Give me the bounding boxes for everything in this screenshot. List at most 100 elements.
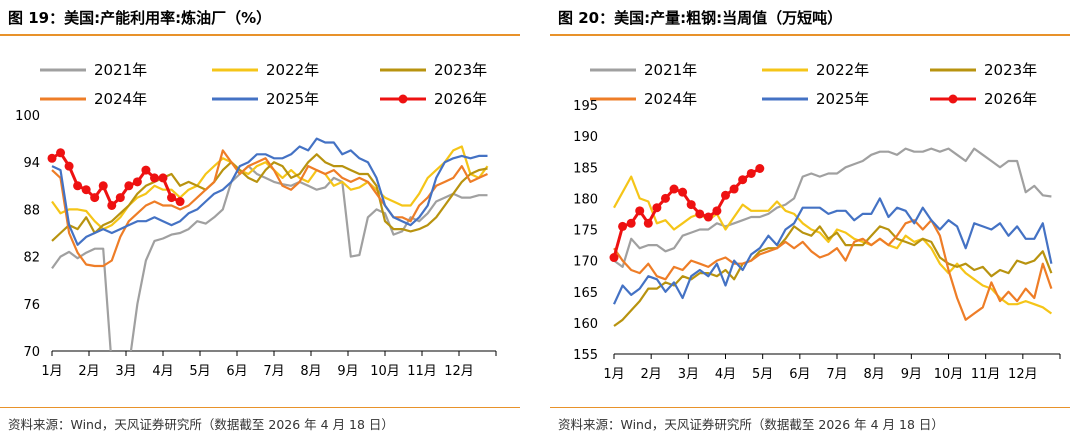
x-tick-label: 2月: [641, 367, 662, 382]
data-point: [609, 253, 619, 263]
x-tick-label: 11月: [971, 367, 1001, 382]
data-point: [721, 190, 730, 200]
data-point: [652, 203, 662, 213]
legend-entry: 2022年: [762, 61, 869, 79]
plot-area: [609, 147, 1053, 327]
data-point: [73, 181, 83, 191]
source-note: 资料来源：Wind，天风证券研究所（数据截至 2026 年 4 月 18 日）: [558, 417, 944, 432]
y-tick-label: 155: [573, 348, 598, 363]
legend-label: 2021年: [94, 61, 147, 79]
line-chart: 2021年 2022年 2023年 2024年 2025年 2026年 70 76 82 88 94…: [15, 61, 497, 379]
x-tick-label: 10月: [370, 364, 400, 379]
y-tick-label: 195: [573, 99, 598, 114]
data-point: [635, 206, 645, 216]
legend-entry: 2026年: [380, 90, 487, 108]
data-point: [98, 181, 108, 191]
data-point: [124, 181, 134, 191]
data-point: [618, 221, 628, 231]
legend-label: 2024年: [94, 90, 147, 108]
data-point: [56, 148, 66, 158]
legend-label: 2023年: [434, 61, 487, 79]
y-tick-label: 82: [23, 251, 40, 266]
y-tick-label: 170: [573, 255, 598, 270]
series-line: [51, 149, 488, 268]
legend-entry: 2025年: [762, 90, 869, 108]
data-point: [90, 193, 100, 203]
data-point: [115, 193, 125, 203]
legend-entry: 2026年: [930, 90, 1037, 108]
title-divider: [0, 34, 520, 36]
data-point: [678, 187, 688, 197]
legend-label: 2024年: [644, 90, 697, 108]
data-point: [746, 168, 756, 178]
legend-entry: 2025年: [212, 90, 319, 108]
x-tick-label: 9月: [901, 367, 922, 382]
figure-title: 图 19：美国:产能利用率:炼油厂（%）: [8, 9, 272, 27]
x-tick-label: 8月: [864, 367, 885, 382]
x-tick-label: 3月: [115, 364, 136, 379]
legend-marker: [398, 94, 408, 104]
legend-label: 2023年: [984, 61, 1037, 79]
legend-label: 2026年: [434, 90, 487, 108]
x-tick-label: 9月: [337, 364, 358, 379]
y-tick-label: 180: [573, 192, 598, 207]
legend-entry: 2024年: [40, 90, 147, 108]
data-point: [729, 184, 739, 194]
plot-area: [47, 137, 489, 351]
legend-entry: 2021年: [590, 61, 697, 79]
legend-marker: [948, 94, 958, 104]
series-line: [613, 197, 1053, 305]
x-tick-label: 5月: [189, 364, 210, 379]
series-line: [613, 147, 1052, 268]
data-point: [141, 165, 151, 175]
x-tick-label: 1月: [41, 364, 62, 379]
legend-label: 2021年: [644, 61, 697, 79]
chart-panel-left: 图 19：美国:产能利用率:炼油厂（%） 2021年 2022年 2023年 2024…: [0, 0, 530, 444]
data-point: [149, 173, 159, 183]
series-line: [51, 137, 488, 246]
data-point: [643, 218, 653, 228]
legend-label: 2025年: [816, 90, 869, 108]
line-chart: 2021年 2022年 2023年 2024年 2025年 2026年 155 160 165 1…: [573, 61, 1061, 382]
legend-entry: 2022年: [212, 61, 319, 79]
legend-entry: 2023年: [380, 61, 487, 79]
x-tick-label: 8月: [300, 364, 321, 379]
chart-panel-right: 图 20：美国:产量:粗钢:当周值（万短吨） 2021年 2022年 2023年 20…: [550, 0, 1080, 444]
series-line: [51, 153, 488, 242]
legend-label: 2022年: [816, 61, 869, 79]
y-tick-label: 94: [23, 156, 40, 171]
source-divider: [0, 407, 520, 408]
legend-entry: 2021年: [40, 61, 147, 79]
y-tick-label: 88: [23, 203, 40, 218]
y-tick-label: 185: [573, 161, 598, 176]
data-point: [107, 200, 117, 210]
x-tick-label: 5月: [752, 367, 773, 382]
data-point: [669, 184, 679, 194]
x-tick-label: 11月: [407, 364, 437, 379]
source-note: 资料来源：Wind，天风证券研究所（数据截至 2026 年 4 月 18 日）: [8, 417, 394, 432]
series-line: [613, 225, 1053, 327]
data-point: [132, 177, 142, 187]
data-point: [626, 218, 636, 228]
source-divider: [550, 407, 1070, 408]
y-tick-label: 175: [573, 224, 598, 239]
x-tick-label: 6月: [226, 364, 247, 379]
data-point: [47, 153, 57, 163]
data-point: [738, 175, 748, 185]
figure-title: 图 20：美国:产量:粗钢:当周值（万短吨）: [558, 9, 843, 27]
x-tick-label: 12月: [444, 364, 474, 379]
x-tick-label: 4月: [715, 367, 736, 382]
y-tick-label: 165: [573, 286, 598, 301]
y-tick-label: 160: [573, 317, 598, 332]
title-divider: [550, 34, 1070, 36]
data-point: [755, 163, 765, 173]
data-point: [703, 212, 713, 222]
x-tick-label: 4月: [152, 364, 173, 379]
x-tick-label: 10月: [934, 367, 964, 382]
data-point: [695, 209, 705, 219]
legend-label: 2026年: [984, 90, 1037, 108]
data-point: [81, 185, 91, 195]
data-point: [158, 173, 168, 183]
data-point: [686, 200, 696, 210]
y-tick-label: 190: [573, 130, 598, 145]
